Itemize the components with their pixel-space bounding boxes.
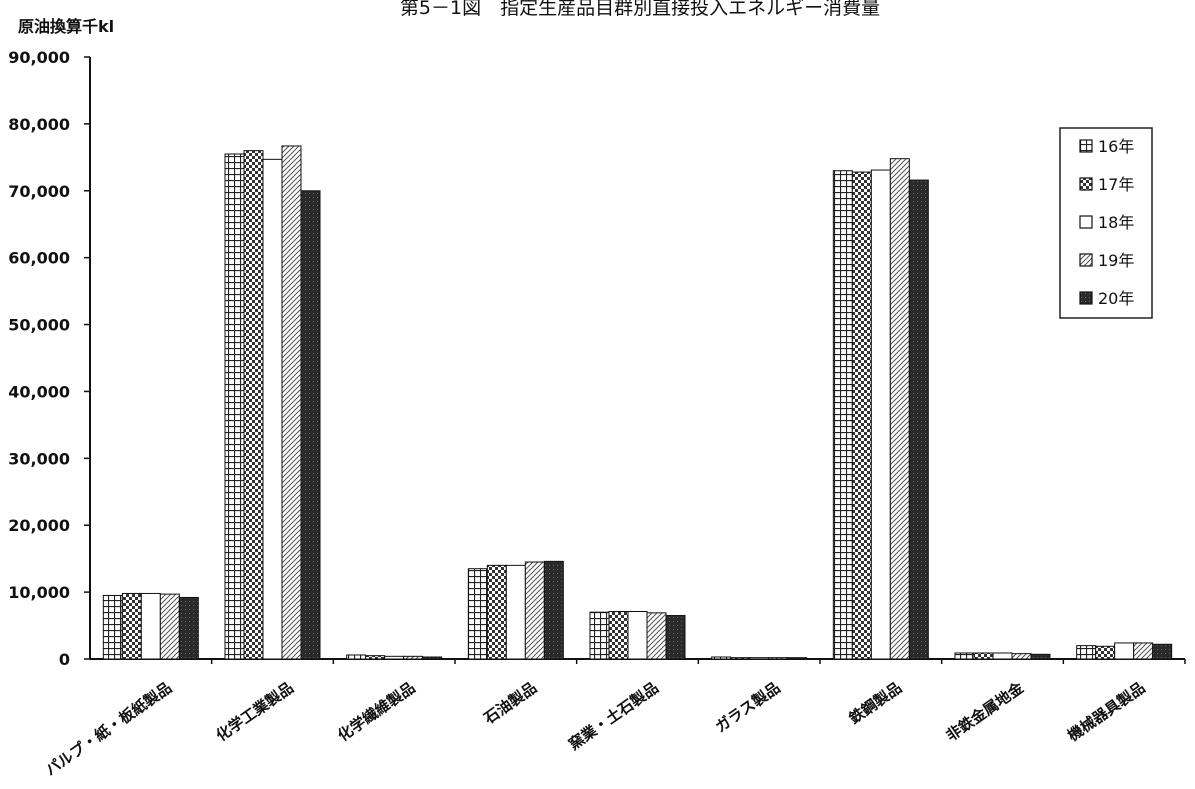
bar [768, 657, 789, 660]
bar [178, 596, 199, 660]
bar [121, 592, 142, 660]
bar [589, 611, 610, 660]
y-axis-unit-label: 原油換算千kl [18, 17, 114, 36]
bar [665, 615, 686, 660]
bar [1076, 645, 1097, 660]
legend-label: 19年 [1098, 251, 1134, 270]
legend-label: 16年 [1098, 137, 1134, 156]
bar [992, 652, 1013, 660]
bar [262, 158, 283, 660]
bar [730, 657, 751, 660]
bar [1095, 645, 1116, 660]
bar [627, 611, 648, 660]
legend-label: 18年 [1098, 213, 1134, 232]
bar [608, 611, 629, 660]
y-tick-label: 50,000 [8, 316, 70, 335]
bar [749, 657, 770, 660]
bar [832, 170, 853, 660]
bar [243, 150, 264, 660]
legend-label: 20年 [1098, 289, 1134, 308]
legend-swatch [1079, 139, 1093, 153]
legend: 16年 17年 18年 19年 20年 [1059, 127, 1153, 319]
bar [505, 564, 526, 660]
category-label: パルプ・紙・板紙製品 [42, 679, 175, 780]
chart-title: 第5－1図 指定生産品目群別直接投入エネルギー消費量 [400, 0, 880, 19]
bar [467, 568, 488, 660]
y-tick-label: 30,000 [8, 449, 70, 468]
bar [300, 190, 321, 660]
bar [346, 654, 367, 660]
bar [1114, 642, 1135, 660]
legend-swatch [1079, 291, 1093, 305]
bar [1133, 642, 1154, 660]
bar [102, 594, 123, 660]
legend-swatch [1079, 253, 1093, 267]
category-label: 化学工業製品 [213, 679, 297, 745]
legend-swatch [1079, 215, 1093, 229]
bar [1011, 653, 1032, 660]
category-labels: パルプ・紙・板紙製品 化学工業製品 化学繊維製品 石油製品 窯業・土石製品 ガラス製品 鉄鋼… [42, 678, 1149, 779]
bar [908, 179, 929, 660]
y-tick-label: 10,000 [8, 583, 70, 602]
legend-box [1059, 127, 1153, 319]
bar [384, 655, 405, 660]
bar [543, 560, 564, 660]
bar [224, 153, 245, 660]
category-label: 鉄鋼製品 [846, 679, 905, 728]
bar [422, 656, 443, 660]
bar [1152, 643, 1173, 660]
y-tick-label: 20,000 [8, 516, 70, 535]
category-label: 窯業・土石製品 [565, 679, 661, 754]
y-tick-label: 60,000 [8, 249, 70, 268]
y-tick-labels: 0 10,000 20,000 30,000 40,000 50,000 60,000 70,… [8, 48, 70, 669]
legend-label: 17年 [1098, 175, 1134, 194]
y-tick-label: 80,000 [8, 115, 70, 134]
legend-swatch [1079, 177, 1093, 191]
y-tick-label: 70,000 [8, 182, 70, 201]
y-tick-label: 0 [59, 650, 70, 669]
bar [973, 652, 994, 660]
bar [159, 593, 180, 660]
bar [870, 169, 891, 660]
bar [954, 652, 975, 660]
bar [281, 145, 302, 660]
bar [140, 592, 161, 660]
category-label: ガラス製品 [712, 679, 784, 737]
bar [1030, 653, 1051, 660]
bar [851, 171, 872, 660]
category-label: 非鉄金属地金 [943, 678, 1028, 745]
y-tick-label: 40,000 [8, 382, 70, 401]
bar [365, 655, 386, 660]
bars [102, 145, 1173, 660]
category-label: 化学繊維製品 [334, 679, 418, 745]
bar [711, 656, 732, 660]
bar [889, 158, 910, 660]
bar [646, 612, 667, 660]
category-label: 石油製品 [480, 679, 540, 729]
bar [787, 657, 808, 660]
y-tick-label: 90,000 [8, 48, 70, 67]
bar [486, 564, 507, 660]
bar [524, 561, 545, 660]
category-label: 機械器具製品 [1064, 679, 1148, 745]
bar [403, 655, 424, 660]
